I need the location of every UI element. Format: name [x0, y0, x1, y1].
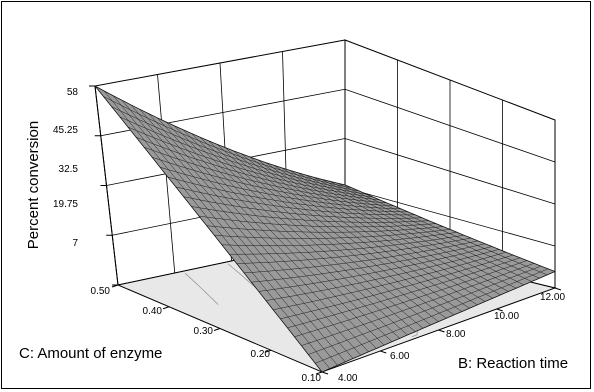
- z-tick-label: 58: [67, 87, 79, 98]
- surface-mesh-line: [167, 176, 409, 213]
- surface-mesh-line: [280, 254, 514, 320]
- z-tick-label: 32.5: [59, 164, 79, 175]
- surface-mesh-line: [144, 146, 388, 204]
- y-tick-mark: [264, 349, 272, 353]
- y-tick-label: 0.10: [302, 373, 322, 384]
- y-tick-label: 0.40: [143, 306, 163, 317]
- surface-mesh-line: [94, 85, 346, 186]
- surface-mesh-line: [127, 126, 374, 198]
- z-tick-label: 45.25: [53, 125, 78, 136]
- x-tick-label: 6.00: [390, 351, 410, 362]
- tick-labels: 7 19.75 32.5 45.25 58 0.10 0.20 0.30 0.4…: [53, 87, 565, 384]
- surface-mesh-line: [258, 246, 493, 292]
- surface-mesh-line: [214, 229, 451, 239]
- surface-mesh-line: [321, 271, 556, 373]
- x-tick-label: 8.00: [446, 329, 466, 340]
- x-tick-label: 4.00: [338, 373, 358, 384]
- y-tick-mark: [111, 284, 119, 288]
- z-tick-label: 7: [72, 238, 78, 249]
- surface-mesh-line: [119, 116, 367, 195]
- surface-mesh-line: [244, 240, 479, 274]
- y-tick-label: 0.50: [91, 286, 111, 297]
- surface-mesh-line: [103, 96, 353, 189]
- surface-mesh-line: [175, 186, 416, 216]
- x-tick-mark: [496, 308, 503, 312]
- surface-mesh-line: [191, 206, 430, 223]
- surface-mesh-line: [198, 215, 437, 228]
- surface-mesh-line: [236, 237, 472, 264]
- x-tick-mark: [554, 287, 562, 291]
- x-tick-label: 10.00: [494, 311, 519, 322]
- surface-mesh-line: [111, 106, 360, 192]
- z-axis-label: Percent conversion: [25, 121, 42, 249]
- x-tick-label: 12.00: [540, 292, 565, 303]
- surface-mesh-line: [273, 251, 507, 310]
- z-tick-label: 19.75: [53, 199, 78, 210]
- y-tick-mark: [213, 328, 221, 331]
- surface-mesh-line: [183, 196, 423, 219]
- surface-mesh-line: [315, 268, 549, 364]
- surface-mesh-line: [152, 156, 395, 207]
- surface-mesh-line: [265, 249, 500, 301]
- floor-contour: [184, 272, 219, 305]
- y-tick-label: 0.20: [251, 349, 271, 360]
- y-tick-mark: [162, 306, 170, 310]
- surface-mesh-line: [308, 265, 542, 355]
- surface-mesh-line: [301, 263, 535, 346]
- surface-mesh-line: [287, 257, 521, 329]
- z-gridline: [100, 88, 556, 163]
- y-tick-mark: [315, 371, 323, 375]
- response-surface: [94, 85, 557, 373]
- surface-mesh-line: [159, 166, 402, 210]
- y-axis-label: C: Amount of enzyme: [19, 345, 162, 362]
- y-tick-label: 0.30: [194, 326, 214, 337]
- x-tick-mark: [321, 371, 329, 375]
- surface-mesh-line: [294, 260, 528, 338]
- x-axis-label: B: Reaction time: [458, 355, 568, 372]
- surface-mesh-line: [135, 136, 381, 201]
- x-tick-mark: [380, 350, 387, 354]
- surface-mesh-line: [251, 243, 486, 283]
- surface-mesh-line: [229, 234, 465, 255]
- surface-mesh-line: [221, 232, 458, 246]
- x-tick-mark: [438, 329, 445, 333]
- front-edges: [89, 85, 562, 375]
- surface-mesh-line: [206, 225, 444, 233]
